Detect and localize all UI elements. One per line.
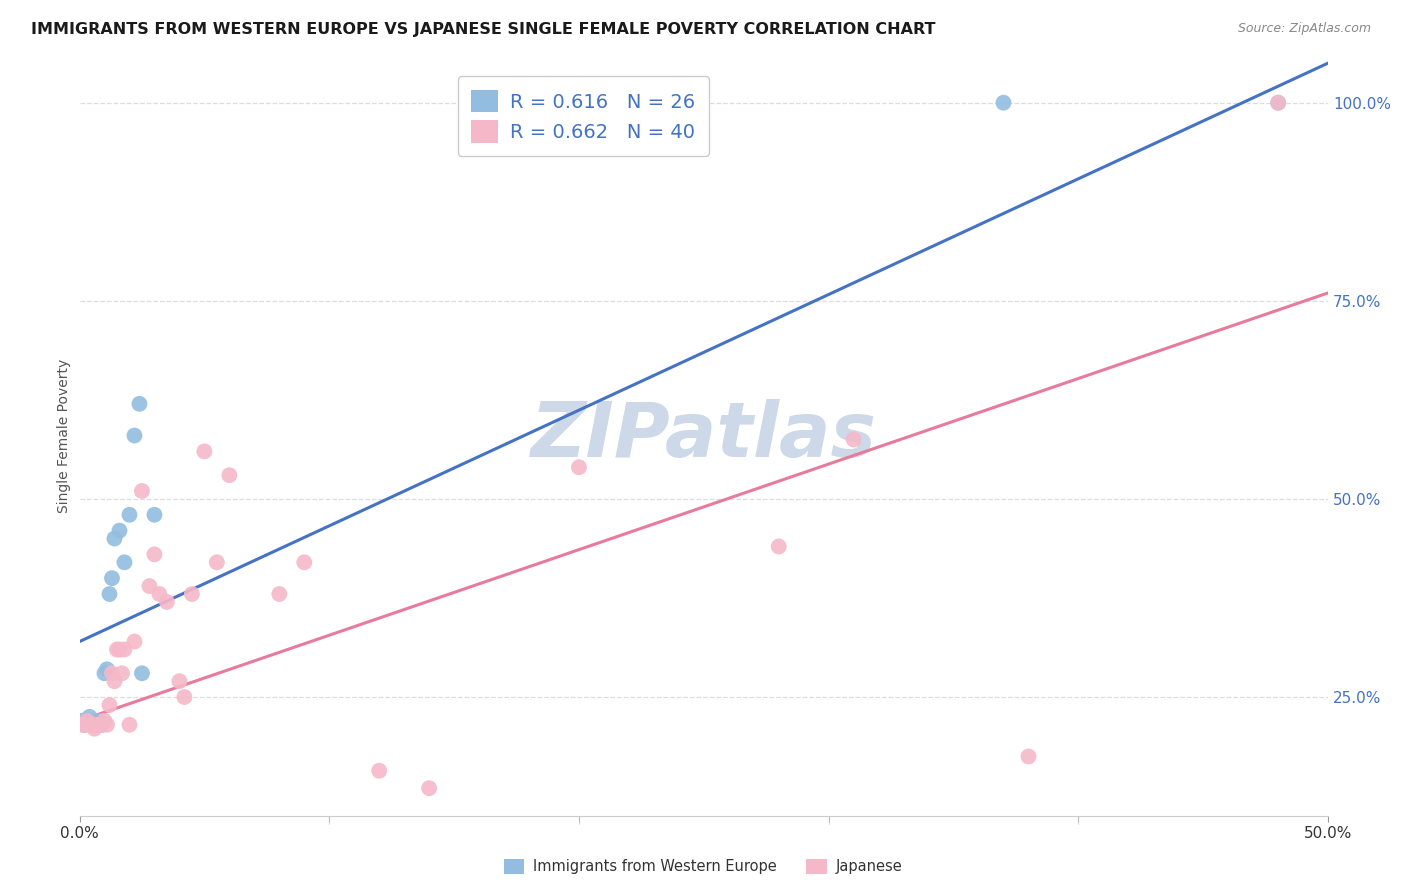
Point: [842, 433, 865, 447]
Point: [96, 662, 118, 676]
Point: [193, 444, 215, 458]
Text: ZIPatlas: ZIPatlas: [531, 399, 877, 473]
Point: [768, 540, 790, 554]
Point: [96, 718, 118, 732]
Point: [79, 718, 101, 732]
Point: [105, 642, 128, 657]
Point: [118, 508, 141, 522]
Point: [86, 718, 108, 732]
Legend: R = 0.616   N = 26, R = 0.662   N = 40: R = 0.616 N = 26, R = 0.662 N = 40: [457, 77, 709, 156]
Point: [124, 634, 146, 648]
Point: [131, 666, 153, 681]
Point: [70, 718, 93, 732]
Point: [131, 483, 153, 498]
Point: [86, 718, 108, 732]
Point: [93, 666, 115, 681]
Point: [114, 642, 136, 657]
Point: [128, 397, 150, 411]
Point: [76, 714, 98, 728]
Point: [89, 714, 111, 728]
Point: [114, 555, 136, 569]
Point: [1017, 749, 1039, 764]
Point: [218, 468, 240, 483]
Text: Source: ZipAtlas.com: Source: ZipAtlas.com: [1237, 22, 1371, 36]
Point: [143, 548, 166, 562]
Point: [124, 428, 146, 442]
Point: [101, 666, 124, 681]
Point: [93, 714, 115, 728]
Point: [101, 571, 124, 585]
Point: [103, 532, 125, 546]
Point: [180, 587, 202, 601]
Point: [73, 718, 96, 732]
Point: [91, 718, 114, 732]
Text: IMMIGRANTS FROM WESTERN EUROPE VS JAPANESE SINGLE FEMALE POVERTY CORRELATION CHA: IMMIGRANTS FROM WESTERN EUROPE VS JAPANE…: [31, 22, 935, 37]
Point: [108, 642, 131, 657]
Point: [98, 698, 121, 712]
Point: [205, 555, 228, 569]
Point: [993, 95, 1015, 110]
Point: [148, 587, 170, 601]
Point: [98, 587, 121, 601]
Point: [79, 714, 101, 728]
Point: [368, 764, 391, 778]
Point: [73, 718, 96, 732]
Point: [138, 579, 160, 593]
Point: [118, 718, 141, 732]
Point: [173, 690, 195, 704]
Point: [468, 95, 491, 110]
Point: [418, 781, 440, 796]
Point: [143, 508, 166, 522]
Point: [156, 595, 179, 609]
Point: [91, 718, 114, 732]
Point: [269, 587, 291, 601]
Point: [103, 674, 125, 689]
Point: [1267, 95, 1289, 110]
Point: [1267, 95, 1289, 110]
Y-axis label: Single Female Poverty: Single Female Poverty: [58, 359, 72, 513]
Point: [79, 710, 101, 724]
Legend: Immigrants from Western Europe, Japanese: Immigrants from Western Europe, Japanese: [498, 853, 908, 880]
Point: [83, 718, 105, 732]
Point: [111, 666, 134, 681]
Point: [70, 714, 93, 728]
Point: [80, 718, 103, 732]
Point: [80, 718, 103, 732]
Point: [83, 722, 105, 736]
Point: [89, 718, 111, 732]
Point: [169, 674, 191, 689]
Point: [76, 714, 98, 728]
Point: [568, 460, 591, 475]
Point: [108, 524, 131, 538]
Point: [73, 718, 96, 732]
Point: [292, 555, 315, 569]
